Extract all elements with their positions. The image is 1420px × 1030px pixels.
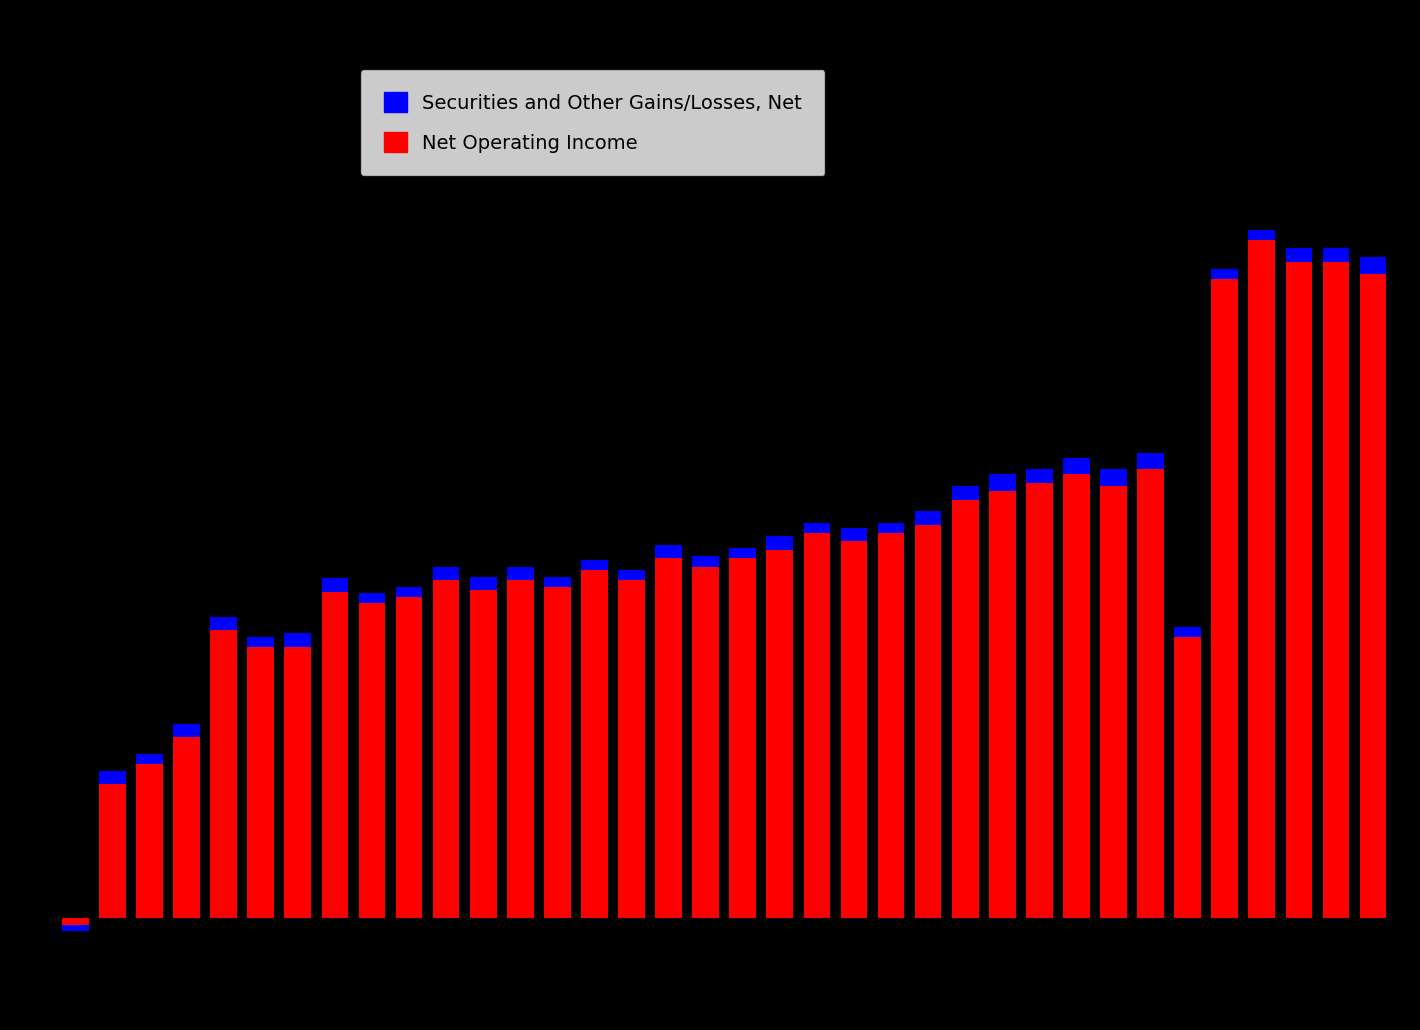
Bar	[730, 558, 755, 918]
Bar	[951, 500, 978, 918]
Bar	[1285, 248, 1312, 262]
Bar	[136, 754, 163, 764]
Bar	[914, 511, 941, 524]
Bar	[1285, 262, 1312, 918]
Bar	[1064, 475, 1089, 918]
Bar	[767, 550, 794, 918]
Bar	[1137, 470, 1164, 918]
Bar	[359, 593, 385, 604]
Bar	[988, 491, 1015, 918]
Bar	[284, 633, 311, 647]
Bar	[173, 737, 200, 918]
Bar	[544, 577, 571, 587]
Bar	[1248, 230, 1275, 240]
Bar	[878, 523, 905, 534]
Bar	[1211, 269, 1238, 279]
Bar	[62, 925, 88, 931]
Bar	[841, 528, 868, 542]
Bar	[507, 580, 534, 918]
Bar	[1211, 279, 1238, 918]
Bar	[321, 591, 348, 918]
Bar	[1174, 626, 1201, 637]
Bar	[618, 580, 645, 918]
Bar	[359, 604, 385, 918]
Bar	[470, 590, 497, 918]
Bar	[804, 534, 831, 918]
Bar	[1100, 486, 1127, 918]
Bar	[433, 580, 460, 918]
Bar	[1174, 637, 1201, 918]
Bar	[655, 558, 682, 918]
Bar	[433, 566, 460, 580]
Bar	[951, 486, 978, 500]
Bar	[99, 770, 126, 784]
Bar	[693, 556, 719, 566]
Bar	[1248, 240, 1275, 918]
Bar	[618, 570, 645, 580]
Bar	[1322, 262, 1349, 918]
Bar	[581, 570, 608, 918]
Bar	[210, 630, 237, 918]
Bar	[136, 764, 163, 918]
Bar	[1322, 248, 1349, 262]
Bar	[767, 537, 794, 550]
Bar	[210, 617, 237, 630]
Bar	[730, 548, 755, 558]
Bar	[655, 545, 682, 558]
Bar	[693, 566, 719, 918]
Bar	[988, 475, 1015, 491]
Bar	[470, 577, 497, 590]
Bar	[878, 534, 905, 918]
Bar	[581, 560, 608, 570]
Bar	[841, 542, 868, 918]
Bar	[1360, 256, 1386, 274]
Bar	[396, 596, 422, 918]
Bar	[173, 724, 200, 737]
Bar	[284, 647, 311, 918]
Bar	[99, 784, 126, 918]
Bar	[1360, 274, 1386, 918]
Bar	[1027, 470, 1052, 483]
Bar	[1137, 453, 1164, 470]
Bar	[247, 637, 274, 647]
Bar	[62, 918, 88, 931]
Legend: Securities and Other Gains/Losses, Net, Net Operating Income: Securities and Other Gains/Losses, Net, …	[361, 69, 825, 176]
Bar	[804, 523, 831, 534]
Bar	[396, 587, 422, 596]
Bar	[1100, 470, 1127, 486]
Bar	[914, 524, 941, 918]
Bar	[1064, 457, 1089, 475]
Bar	[321, 578, 348, 591]
Bar	[507, 566, 534, 580]
Bar	[544, 587, 571, 918]
Bar	[1027, 483, 1052, 918]
Bar	[247, 647, 274, 918]
